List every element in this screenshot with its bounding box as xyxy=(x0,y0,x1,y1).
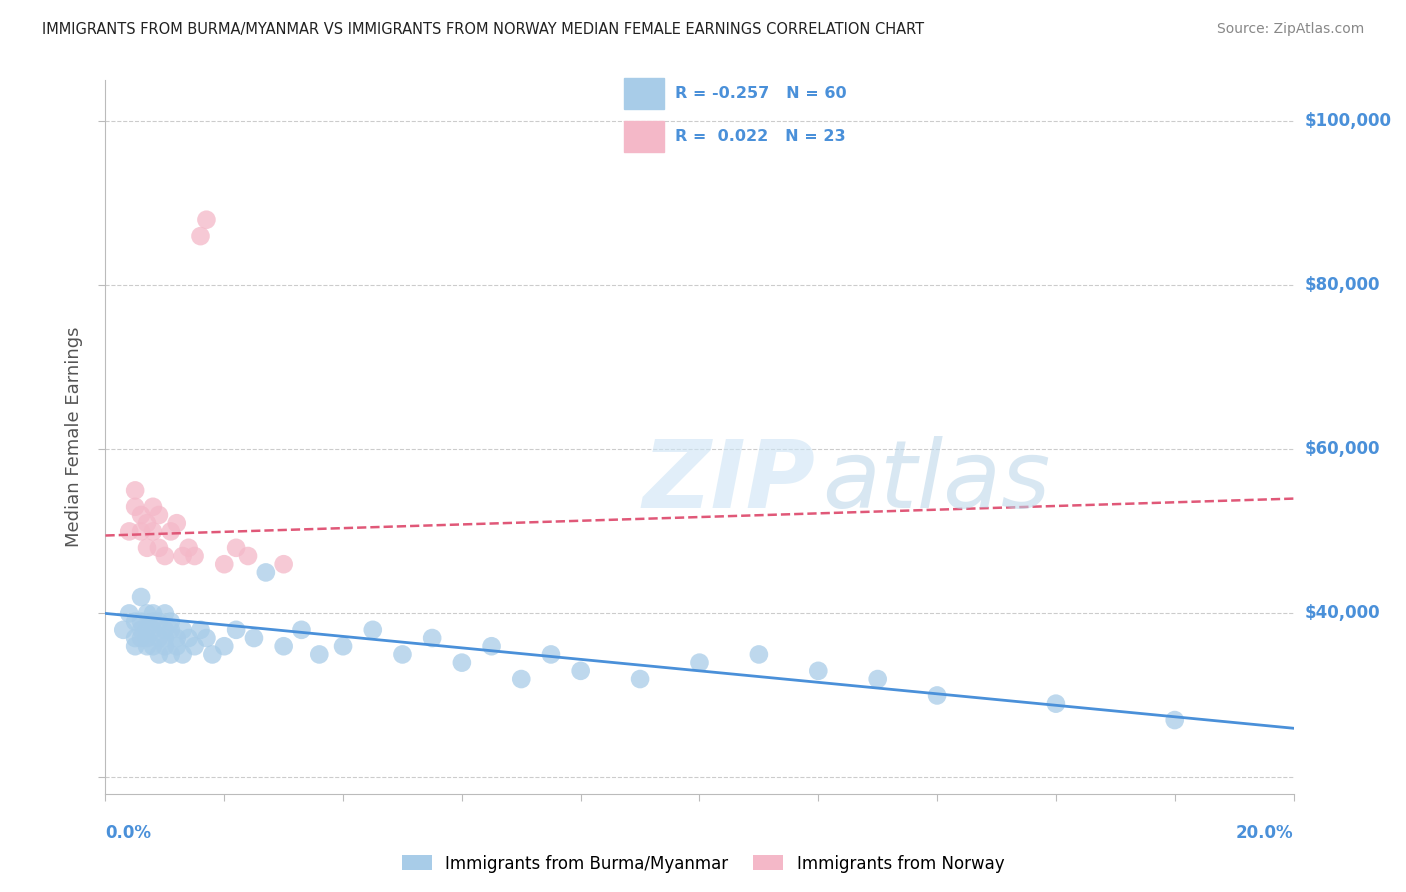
Point xyxy=(195,212,218,227)
Point xyxy=(391,648,413,662)
Point xyxy=(236,549,259,563)
Point xyxy=(166,516,188,531)
Point xyxy=(159,615,181,629)
Point xyxy=(628,672,651,686)
Point xyxy=(166,631,188,645)
Point xyxy=(136,639,159,653)
Bar xyxy=(624,121,664,152)
Text: Source: ZipAtlas.com: Source: ZipAtlas.com xyxy=(1216,22,1364,37)
Point xyxy=(129,631,152,645)
Point xyxy=(148,631,170,645)
Point xyxy=(142,524,165,539)
Point xyxy=(927,689,949,703)
Text: ZIP: ZIP xyxy=(643,435,815,528)
Point xyxy=(1045,697,1067,711)
Point xyxy=(689,656,711,670)
Point xyxy=(148,615,170,629)
Point xyxy=(142,500,165,514)
Point xyxy=(748,648,770,662)
Text: IMMIGRANTS FROM BURMA/MYANMAR VS IMMIGRANTS FROM NORWAY MEDIAN FEMALE EARNINGS C: IMMIGRANTS FROM BURMA/MYANMAR VS IMMIGRA… xyxy=(42,22,924,37)
Point xyxy=(1164,713,1187,727)
Text: 20.0%: 20.0% xyxy=(1236,824,1294,842)
Text: 0.0%: 0.0% xyxy=(105,824,152,842)
Point xyxy=(450,656,472,670)
Point xyxy=(129,623,152,637)
Point xyxy=(172,648,194,662)
Text: R = -0.257   N = 60: R = -0.257 N = 60 xyxy=(675,87,846,101)
Point xyxy=(136,516,159,531)
Point xyxy=(129,508,152,522)
Point xyxy=(129,590,152,604)
Point xyxy=(290,623,312,637)
Text: $60,000: $60,000 xyxy=(1305,441,1381,458)
Text: atlas: atlas xyxy=(823,436,1050,527)
Point xyxy=(142,615,165,629)
Point xyxy=(124,639,146,653)
Point xyxy=(201,648,224,662)
Point xyxy=(112,623,135,637)
Point xyxy=(569,664,592,678)
Point xyxy=(183,639,205,653)
Point xyxy=(129,524,152,539)
Point xyxy=(510,672,533,686)
Point xyxy=(177,631,200,645)
Point xyxy=(807,664,830,678)
Point xyxy=(159,623,181,637)
Point xyxy=(308,648,330,662)
Point xyxy=(124,483,146,498)
Point xyxy=(332,639,354,653)
Point xyxy=(243,631,266,645)
Point xyxy=(148,541,170,555)
Point xyxy=(124,631,146,645)
Point xyxy=(118,607,141,621)
Point xyxy=(225,623,247,637)
Point xyxy=(159,524,181,539)
Point xyxy=(225,541,247,555)
Point xyxy=(273,558,295,572)
Point xyxy=(153,639,176,653)
Y-axis label: Median Female Earnings: Median Female Earnings xyxy=(65,326,83,548)
Point xyxy=(166,639,188,653)
Point xyxy=(142,623,165,637)
Point xyxy=(177,541,200,555)
Point xyxy=(866,672,889,686)
Point xyxy=(172,623,194,637)
Text: $80,000: $80,000 xyxy=(1305,277,1381,294)
Point xyxy=(136,607,159,621)
Point xyxy=(254,566,277,580)
Point xyxy=(142,607,165,621)
Point xyxy=(124,500,146,514)
Point xyxy=(214,558,236,572)
Point xyxy=(153,607,176,621)
Point xyxy=(540,648,562,662)
Point xyxy=(136,631,159,645)
Text: R =  0.022   N = 23: R = 0.022 N = 23 xyxy=(675,129,845,144)
Point xyxy=(361,623,384,637)
Point xyxy=(195,631,218,645)
Point xyxy=(136,541,159,555)
Point xyxy=(153,623,176,637)
Point xyxy=(420,631,443,645)
Point xyxy=(172,549,194,563)
Point xyxy=(481,639,503,653)
Point xyxy=(153,549,176,563)
Point xyxy=(273,639,295,653)
Text: $100,000: $100,000 xyxy=(1305,112,1392,130)
Point xyxy=(124,615,146,629)
Point xyxy=(159,648,181,662)
Text: $40,000: $40,000 xyxy=(1305,605,1381,623)
Point xyxy=(153,631,176,645)
Point xyxy=(129,615,152,629)
Point xyxy=(148,648,170,662)
Point xyxy=(190,623,212,637)
Point xyxy=(214,639,236,653)
Point xyxy=(148,508,170,522)
Point xyxy=(118,524,141,539)
Point xyxy=(183,549,205,563)
Bar xyxy=(624,78,664,109)
Legend: Immigrants from Burma/Myanmar, Immigrants from Norway: Immigrants from Burma/Myanmar, Immigrant… xyxy=(395,848,1011,880)
Point xyxy=(142,639,165,653)
Point xyxy=(190,229,212,244)
Point xyxy=(136,623,159,637)
